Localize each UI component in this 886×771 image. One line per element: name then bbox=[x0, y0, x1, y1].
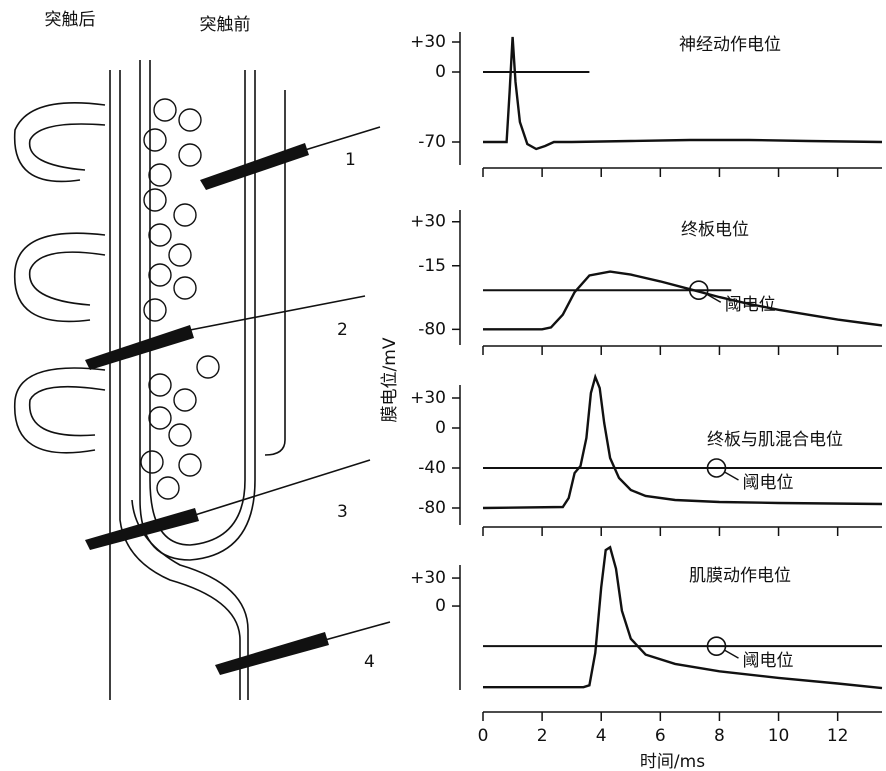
y-tick-label: -80 bbox=[418, 498, 446, 518]
x-tick-label: 8 bbox=[714, 726, 725, 746]
post-label: 突触后 bbox=[45, 10, 96, 30]
electrode-number: 1 bbox=[345, 150, 356, 170]
y-tick-label: 0 bbox=[435, 62, 446, 82]
panel-title: 终板与肌混合电位 bbox=[707, 430, 843, 450]
x-tick-label: 10 bbox=[768, 726, 790, 746]
x-tick-label: 2 bbox=[537, 726, 548, 746]
y-tick-label: -80 bbox=[418, 319, 446, 339]
y-tick-label: 0 bbox=[435, 418, 446, 438]
pre-label: 突触前 bbox=[200, 15, 251, 35]
x-tick-label: 0 bbox=[478, 726, 489, 746]
threshold-leader bbox=[724, 472, 738, 480]
y-tick-label: +30 bbox=[410, 32, 446, 52]
x-axis-label: 时间/ms bbox=[640, 752, 705, 771]
y-axis-label: 膜电位/mV bbox=[380, 337, 400, 422]
y-tick-label: -70 bbox=[418, 132, 446, 152]
threshold-leader bbox=[724, 650, 738, 658]
folds bbox=[15, 103, 105, 453]
potential-curve bbox=[483, 547, 882, 688]
vesicles bbox=[141, 99, 219, 499]
y-tick-label: +30 bbox=[410, 568, 446, 588]
arrows bbox=[190, 127, 390, 640]
electrode-number: 2 bbox=[337, 320, 348, 340]
potential-curve bbox=[483, 272, 882, 330]
figure: 突触后 突触前 1 2 3 4 +30 0 -70 神经动作电位 +30 -15 -80 终板… bbox=[0, 0, 886, 771]
y-tick-label: 0 bbox=[435, 596, 446, 616]
threshold-label: 阈电位 bbox=[742, 473, 793, 493]
x-tick-label: 12 bbox=[827, 726, 849, 746]
synapse-drawing: 突触后 突触前 1 2 3 4 bbox=[15, 10, 390, 700]
y-tick-label: -15 bbox=[418, 256, 446, 276]
x-tick-label: 4 bbox=[596, 726, 607, 746]
panel-title: 终板电位 bbox=[681, 220, 749, 240]
panel-title: 肌膜动作电位 bbox=[689, 566, 791, 586]
threshold-label: 阈电位 bbox=[742, 651, 793, 671]
x-tick-label: 6 bbox=[655, 726, 666, 746]
y-tick-label: +30 bbox=[410, 212, 446, 232]
axon bbox=[265, 90, 285, 455]
muscle-membrane bbox=[110, 70, 248, 700]
electrode-number: 3 bbox=[337, 502, 348, 522]
electrode-number: 4 bbox=[364, 652, 375, 672]
y-tick-label: -40 bbox=[418, 458, 446, 478]
y-tick-label: +30 bbox=[410, 388, 446, 408]
panel-title: 神经动作电位 bbox=[679, 35, 781, 55]
